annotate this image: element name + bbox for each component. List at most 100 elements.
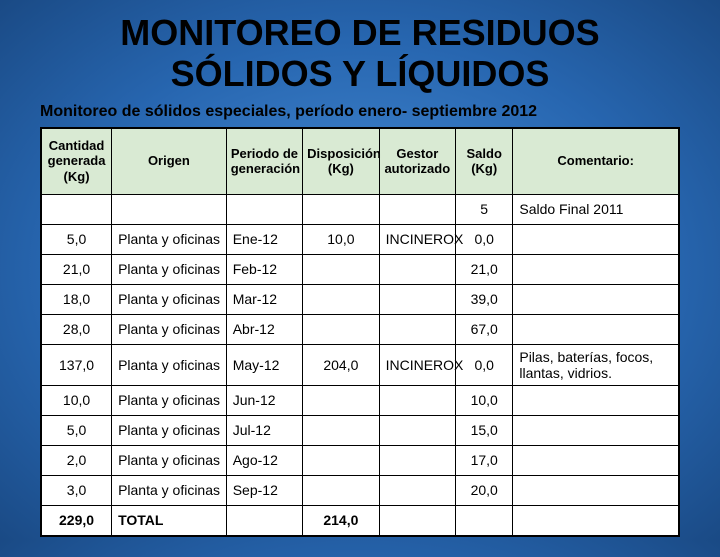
table-row: 5,0Planta y oficinasJul-12 15,0 — [42, 415, 679, 445]
cell-periodo: May-12 — [226, 344, 302, 385]
table-header: Cantidad generada (Kg) Origen Periodo de… — [42, 128, 679, 194]
slide-title: MONITOREO DE RESIDUOS SÓLIDOS Y LÍQUIDOS — [40, 12, 680, 95]
slide-subtitle: Monitoreo de sólidos especiales, período… — [40, 103, 680, 121]
cell-origen: Planta y oficinas — [112, 224, 227, 254]
cell-origen: TOTAL — [112, 505, 227, 535]
th-cantidad: Cantidad generada (Kg) — [42, 128, 112, 194]
cell-cantidad: 10,0 — [42, 385, 112, 415]
cell-comentario — [513, 445, 679, 475]
title-line-2: SÓLIDOS Y LÍQUIDOS — [171, 53, 550, 94]
cell-cantidad: 229,0 — [42, 505, 112, 535]
cell-saldo: 20,0 — [456, 475, 513, 505]
table-row: 5Saldo Final 2011 — [42, 194, 679, 224]
cell-origen: Planta y oficinas — [112, 314, 227, 344]
th-disposicion: Disposición (Kg) — [303, 128, 379, 194]
cell-comentario — [513, 284, 679, 314]
cell-saldo: 67,0 — [456, 314, 513, 344]
cell-saldo: 15,0 — [456, 415, 513, 445]
cell-saldo — [456, 505, 513, 535]
table-row: 137,0Planta y oficinasMay-12204,0INCINER… — [42, 344, 679, 385]
cell-gestor — [379, 505, 455, 535]
table-row: 21,0Planta y oficinasFeb-1221,0 — [42, 254, 679, 284]
cell-periodo — [226, 505, 302, 535]
cell-periodo: Ene-12 — [226, 224, 302, 254]
cell-periodo: Mar-12 — [226, 284, 302, 314]
cell-periodo: Jul-12 — [226, 415, 302, 445]
th-saldo: Saldo (Kg) — [456, 128, 513, 194]
th-comentario: Comentario: — [513, 128, 679, 194]
cell-disposicion — [303, 415, 379, 445]
table-total-row: 229,0TOTAL214,0 — [42, 505, 679, 535]
cell-origen: Planta y oficinas — [112, 385, 227, 415]
cell-comentario — [513, 314, 679, 344]
cell-comentario: Pilas, baterías, focos, llantas, vidrios… — [513, 344, 679, 385]
cell-saldo: 0,0 — [456, 344, 513, 385]
table-body: 5Saldo Final 20115,0Planta y oficinasEne… — [42, 194, 679, 535]
cell-comentario: Saldo Final 2011 — [513, 194, 679, 224]
cell-gestor — [379, 385, 455, 415]
table-row: 10,0Planta y oficinasJun-1210,0 — [42, 385, 679, 415]
slide: MONITOREO DE RESIDUOS SÓLIDOS Y LÍQUIDOS… — [0, 0, 720, 557]
data-table-container: Cantidad generada (Kg) Origen Periodo de… — [40, 127, 680, 537]
table-row: 18,0Planta y oficinasMar-1239,0 — [42, 284, 679, 314]
data-table: Cantidad generada (Kg) Origen Periodo de… — [41, 128, 679, 536]
cell-cantidad: 18,0 — [42, 284, 112, 314]
cell-disposicion — [303, 254, 379, 284]
cell-comentario — [513, 415, 679, 445]
cell-origen: Planta y oficinas — [112, 415, 227, 445]
cell-saldo: 5 — [456, 194, 513, 224]
cell-cantidad: 21,0 — [42, 254, 112, 284]
cell-gestor — [379, 314, 455, 344]
table-row: 2,0Planta y oficinasAgo-1217,0 — [42, 445, 679, 475]
cell-saldo: 39,0 — [456, 284, 513, 314]
th-gestor: Gestor autorizado — [379, 128, 455, 194]
cell-gestor: INCINEROX — [379, 224, 455, 254]
cell-saldo: 0,0 — [456, 224, 513, 254]
cell-periodo — [226, 194, 302, 224]
title-line-1: MONITOREO DE RESIDUOS — [120, 12, 599, 53]
cell-periodo: Ago-12 — [226, 445, 302, 475]
cell-comentario — [513, 254, 679, 284]
cell-gestor: INCINEROX — [379, 344, 455, 385]
cell-disposicion — [303, 194, 379, 224]
cell-saldo: 21,0 — [456, 254, 513, 284]
cell-disposicion: 204,0 — [303, 344, 379, 385]
cell-disposicion — [303, 385, 379, 415]
cell-origen: Planta y oficinas — [112, 344, 227, 385]
cell-gestor — [379, 194, 455, 224]
cell-gestor — [379, 254, 455, 284]
cell-cantidad: 5,0 — [42, 415, 112, 445]
cell-disposicion — [303, 445, 379, 475]
cell-periodo: Abr-12 — [226, 314, 302, 344]
cell-comentario — [513, 475, 679, 505]
cell-comentario — [513, 505, 679, 535]
th-periodo: Periodo de generación — [226, 128, 302, 194]
cell-gestor — [379, 284, 455, 314]
cell-periodo: Sep-12 — [226, 475, 302, 505]
cell-disposicion: 10,0 — [303, 224, 379, 254]
cell-disposicion — [303, 284, 379, 314]
cell-cantidad — [42, 194, 112, 224]
cell-disposicion — [303, 475, 379, 505]
cell-saldo: 17,0 — [456, 445, 513, 475]
table-row: 28,0Planta y oficinasAbr-12 67,0 — [42, 314, 679, 344]
cell-cantidad: 28,0 — [42, 314, 112, 344]
cell-disposicion — [303, 314, 379, 344]
cell-periodo: Feb-12 — [226, 254, 302, 284]
table-row: 5,0Planta y oficinasEne-1210,0INCINEROX0… — [42, 224, 679, 254]
cell-periodo: Jun-12 — [226, 385, 302, 415]
cell-origen: Planta y oficinas — [112, 254, 227, 284]
cell-gestor — [379, 475, 455, 505]
cell-cantidad: 137,0 — [42, 344, 112, 385]
cell-gestor — [379, 445, 455, 475]
table-row: 3,0Planta y oficinasSep-12 20,0 — [42, 475, 679, 505]
cell-cantidad: 5,0 — [42, 224, 112, 254]
cell-cantidad: 3,0 — [42, 475, 112, 505]
cell-comentario — [513, 385, 679, 415]
cell-saldo: 10,0 — [456, 385, 513, 415]
cell-gestor — [379, 415, 455, 445]
cell-comentario — [513, 224, 679, 254]
th-origen: Origen — [112, 128, 227, 194]
cell-origen: Planta y oficinas — [112, 475, 227, 505]
cell-cantidad: 2,0 — [42, 445, 112, 475]
